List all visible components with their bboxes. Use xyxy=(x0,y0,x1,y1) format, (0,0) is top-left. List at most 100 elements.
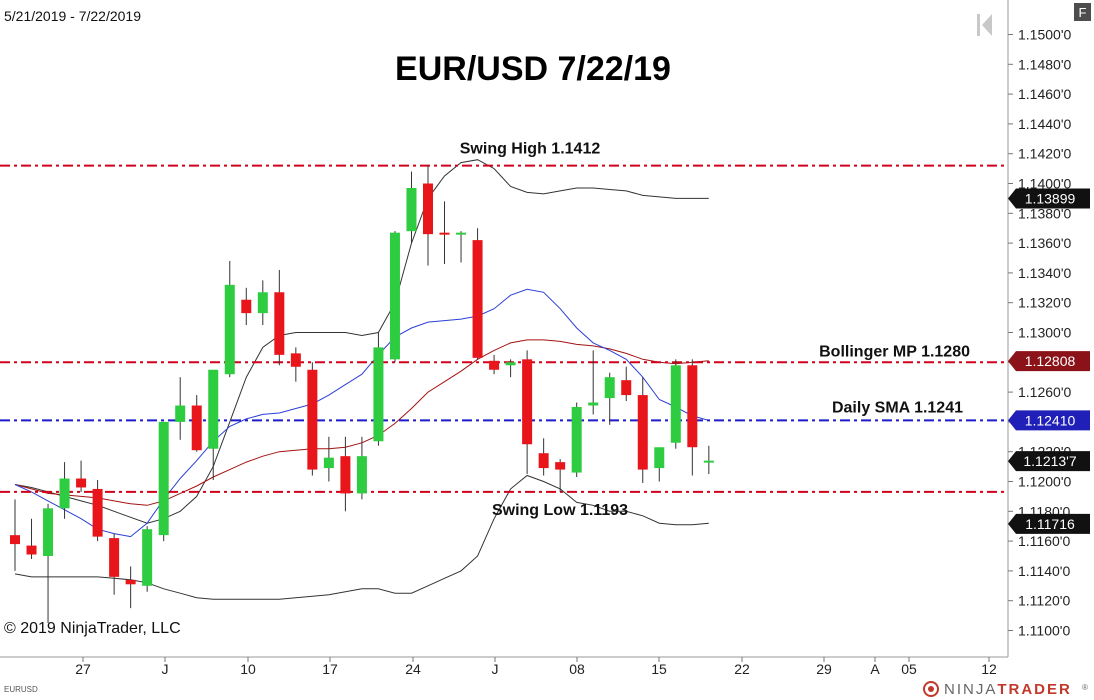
candle-up[interactable] xyxy=(654,447,665,469)
x-tick-label: 10 xyxy=(240,661,256,677)
instrument-label: EURUSD xyxy=(4,685,38,694)
candle-up[interactable] xyxy=(588,402,599,406)
sma-line xyxy=(14,288,709,538)
candle-down[interactable] xyxy=(191,405,202,451)
candle-up[interactable] xyxy=(505,362,516,366)
y-tick-label: 1.1320'0 xyxy=(1018,295,1071,311)
date-range: 5/21/2019 - 7/22/2019 xyxy=(4,8,141,24)
candle-up[interactable] xyxy=(43,508,54,556)
panel-toggle-icon[interactable] xyxy=(977,14,992,36)
level-labels: Swing High 1.1412 Bollinger MP 1.1280 Dail… xyxy=(460,141,970,519)
y-tick-label: 1.1380'0 xyxy=(1018,205,1071,221)
y-tick-label: 1.1160'0 xyxy=(1018,533,1070,549)
candle-up[interactable] xyxy=(224,284,235,375)
candle-up[interactable] xyxy=(456,232,467,235)
price-flag-bg xyxy=(1008,451,1090,472)
candle-down[interactable] xyxy=(10,535,20,545)
price-flag[interactable]: 1.12808 xyxy=(1008,351,1090,372)
brand-trader: TRADER xyxy=(997,681,1072,698)
y-tick-label: 1.1360'0 xyxy=(1018,235,1071,251)
candle-up[interactable] xyxy=(356,456,367,494)
candle-down[interactable] xyxy=(439,232,450,235)
candle-up[interactable] xyxy=(158,421,169,536)
level-label: Swing High 1.1412 xyxy=(460,141,601,158)
candle-down[interactable] xyxy=(109,538,120,577)
f-button-label: F xyxy=(1079,5,1087,20)
price-flag-label: 1.13899 xyxy=(1025,191,1076,207)
candle-down[interactable] xyxy=(241,299,252,314)
f-button[interactable]: F xyxy=(1074,3,1091,21)
candle-down[interactable] xyxy=(555,462,566,470)
candle-down[interactable] xyxy=(522,359,533,445)
x-tick-label: 15 xyxy=(651,661,667,677)
candle-up[interactable] xyxy=(670,365,681,443)
candle-down[interactable] xyxy=(307,369,318,470)
y-tick-label: 1.1200'0 xyxy=(1018,474,1071,490)
price-flag[interactable]: 1.13899 xyxy=(1008,188,1090,209)
price-axis[interactable]: 1.1500'0 1.1480'0 1.1460'0 1.1440'0 1.1420'0… xyxy=(0,0,1090,658)
y-tick-label: 1.1460'0 xyxy=(1018,86,1071,102)
y-tick-label: 1.1340'0 xyxy=(1018,265,1071,281)
candle-down[interactable] xyxy=(687,365,698,448)
candle-down[interactable] xyxy=(621,380,632,396)
time-axis[interactable]: 27 J 10 17 24 J 08 15 22 29 A 05 12 xyxy=(75,657,997,677)
x-tick-label: A xyxy=(870,661,880,677)
candle-up[interactable] xyxy=(571,407,582,473)
level-label: Bollinger MP 1.1280 xyxy=(819,343,970,360)
x-tick-label: 24 xyxy=(405,661,421,677)
price-flag-bg xyxy=(1008,410,1090,431)
candle-down[interactable] xyxy=(538,453,549,469)
upper-bollinger-band xyxy=(14,159,709,524)
y-tick-label: 1.1260'0 xyxy=(1018,384,1071,400)
y-tick-label: 1.1100'0 xyxy=(1018,623,1070,639)
y-tick-label: 1.1300'0 xyxy=(1018,325,1071,341)
copyright: © 2019 NinjaTrader, LLC xyxy=(4,620,181,637)
candle-up[interactable] xyxy=(257,292,268,314)
candle-down[interactable] xyxy=(637,395,648,470)
candle-up[interactable] xyxy=(406,187,417,232)
candle-down[interactable] xyxy=(76,478,87,488)
price-flag-label: 1.1213'7 xyxy=(1023,453,1076,469)
candle-up[interactable] xyxy=(175,405,186,422)
candle-up[interactable] xyxy=(142,529,153,586)
chart-title: EUR/USD 7/22/19 xyxy=(395,50,671,88)
level-label: Daily SMA 1.1241 xyxy=(832,399,963,416)
price-flag-bg xyxy=(1008,351,1090,372)
candle-up[interactable] xyxy=(389,232,400,360)
candle-up[interactable] xyxy=(373,347,384,442)
x-tick-label: 12 xyxy=(981,661,997,677)
price-flag-bg xyxy=(1008,188,1090,209)
candle-up[interactable] xyxy=(323,457,334,469)
brand-registered: ® xyxy=(1082,683,1088,692)
candle-down[interactable] xyxy=(340,456,351,494)
price-flag-label: 1.11716 xyxy=(1025,516,1075,532)
candle-up[interactable] xyxy=(208,369,219,449)
ninjatrader-logo: NINJATRADER ® xyxy=(923,681,1088,698)
candle-up[interactable] xyxy=(703,460,714,463)
brand-ninja: NINJA xyxy=(944,681,997,698)
x-tick-label: 08 xyxy=(569,661,585,677)
candle-up[interactable] xyxy=(604,377,615,399)
candle-down[interactable] xyxy=(472,240,483,358)
y-tick-label: 1.1140'0 xyxy=(1018,563,1070,579)
candle-down[interactable] xyxy=(125,579,136,585)
price-flag-label: 1.12410 xyxy=(1025,412,1076,428)
candle-down[interactable] xyxy=(26,545,37,555)
price-flag-label: 1.12808 xyxy=(1025,353,1076,369)
candle-down[interactable] xyxy=(489,360,500,370)
candle-down[interactable] xyxy=(92,488,103,537)
price-flag[interactable]: 1.1213'7 xyxy=(1008,451,1090,472)
level-label: Swing Low 1.1193 xyxy=(492,502,628,519)
candle-down[interactable] xyxy=(290,353,301,367)
price-flag[interactable]: 1.12410 xyxy=(1008,410,1090,431)
price-flag-bg xyxy=(1008,513,1090,534)
candle-down[interactable] xyxy=(423,183,433,235)
y-tick-label: 1.1120'0 xyxy=(1018,593,1070,609)
x-tick-label: J xyxy=(492,661,499,677)
candle-down[interactable] xyxy=(274,292,285,355)
price-flag[interactable]: 1.11716 xyxy=(1008,513,1090,534)
candle-up[interactable] xyxy=(59,478,70,509)
candlesticks[interactable] xyxy=(10,165,714,624)
x-tick-label: 05 xyxy=(901,661,917,677)
